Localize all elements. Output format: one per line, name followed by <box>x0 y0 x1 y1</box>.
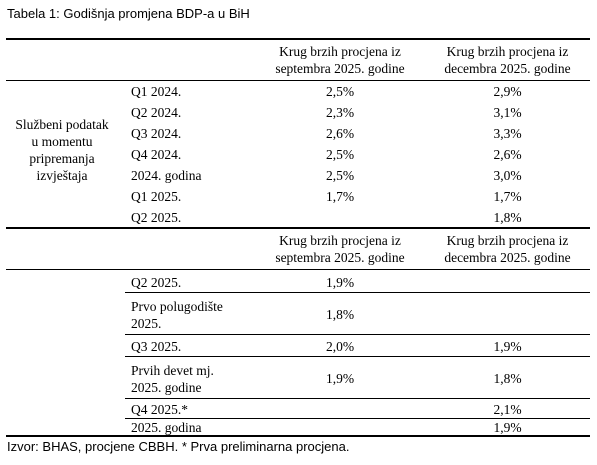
header-december: Krug brzih procjena iz decembra 2025. god… <box>444 44 571 76</box>
cell-december: 2,9% <box>493 84 522 99</box>
row-period: Q1 2024. <box>131 84 182 99</box>
cell-december: 3,3% <box>493 126 522 141</box>
row-divider <box>125 398 590 399</box>
row-period: Q4 2025.* <box>131 402 188 417</box>
header-rule <box>6 80 590 81</box>
cell-september: 1,7% <box>325 189 355 204</box>
row-period: Q2 2025. <box>131 210 182 225</box>
table-caption: Tabela 1: Godišnja promjena BDP-a u BiH <box>7 6 250 21</box>
bottom-rule <box>6 435 590 437</box>
cell-december: 1,8% <box>493 210 522 225</box>
cell-september: 1,8% <box>325 307 355 322</box>
cell-december: 1,8% <box>493 371 522 386</box>
cell-september: 2,5% <box>325 168 355 183</box>
cell-december: 1,9% <box>493 419 522 435</box>
mid-rule <box>6 227 590 229</box>
row-period: 2024. godina <box>131 168 202 183</box>
official-data-label: Službeni podatak u momentu pripremanja i… <box>15 117 109 183</box>
row-divider <box>125 418 590 419</box>
row-period: 2025. godine <box>131 379 202 395</box>
row-divider <box>125 292 590 293</box>
cell-september: 1,9% <box>325 274 355 290</box>
cell-december: 2,1% <box>493 402 522 417</box>
row-period: 2025. godina <box>131 420 202 435</box>
cell-december: 2,6% <box>493 147 522 162</box>
row-period: Q3 2024. <box>131 126 182 141</box>
source-note: Izvor: BHAS, procjene CBBH. * Prva preli… <box>7 439 350 454</box>
header-september: Krug brzih procjena iz septembra 2025. go… <box>275 44 405 76</box>
cell-december: 1,9% <box>493 339 522 354</box>
row-period: Prvih devet mj. <box>131 362 214 378</box>
header-september-2: Krug brzih procjena iz septembra 2025. go… <box>275 233 405 265</box>
cell-december: 1,7% <box>493 189 522 204</box>
cell-september: 2,5% <box>325 84 355 99</box>
row-divider <box>125 334 590 335</box>
row-period: 2025. <box>131 315 162 331</box>
lower-header-rule <box>6 269 590 270</box>
row-period: Q2 2024. <box>131 105 182 120</box>
row-period: Q4 2024. <box>131 147 182 162</box>
row-period: Q2 2025. <box>131 274 182 290</box>
row-period: Q3 2025. <box>131 339 182 354</box>
top-rule <box>6 38 590 40</box>
row-period: Q1 2025. <box>131 189 182 204</box>
row-divider <box>125 356 590 357</box>
cell-december: 3,1% <box>493 105 522 120</box>
row-period: Prvo polugodište <box>131 298 223 314</box>
cell-september: 2,0% <box>325 339 355 354</box>
cell-september: 2,5% <box>325 147 355 162</box>
cell-september: 2,3% <box>325 105 355 120</box>
cell-september: 2,6% <box>325 126 355 141</box>
cell-december: 3,0% <box>493 168 522 183</box>
header-december-2: Krug brzih procjena iz decembra 2025. god… <box>444 233 571 265</box>
cell-september: 1,9% <box>325 371 355 386</box>
